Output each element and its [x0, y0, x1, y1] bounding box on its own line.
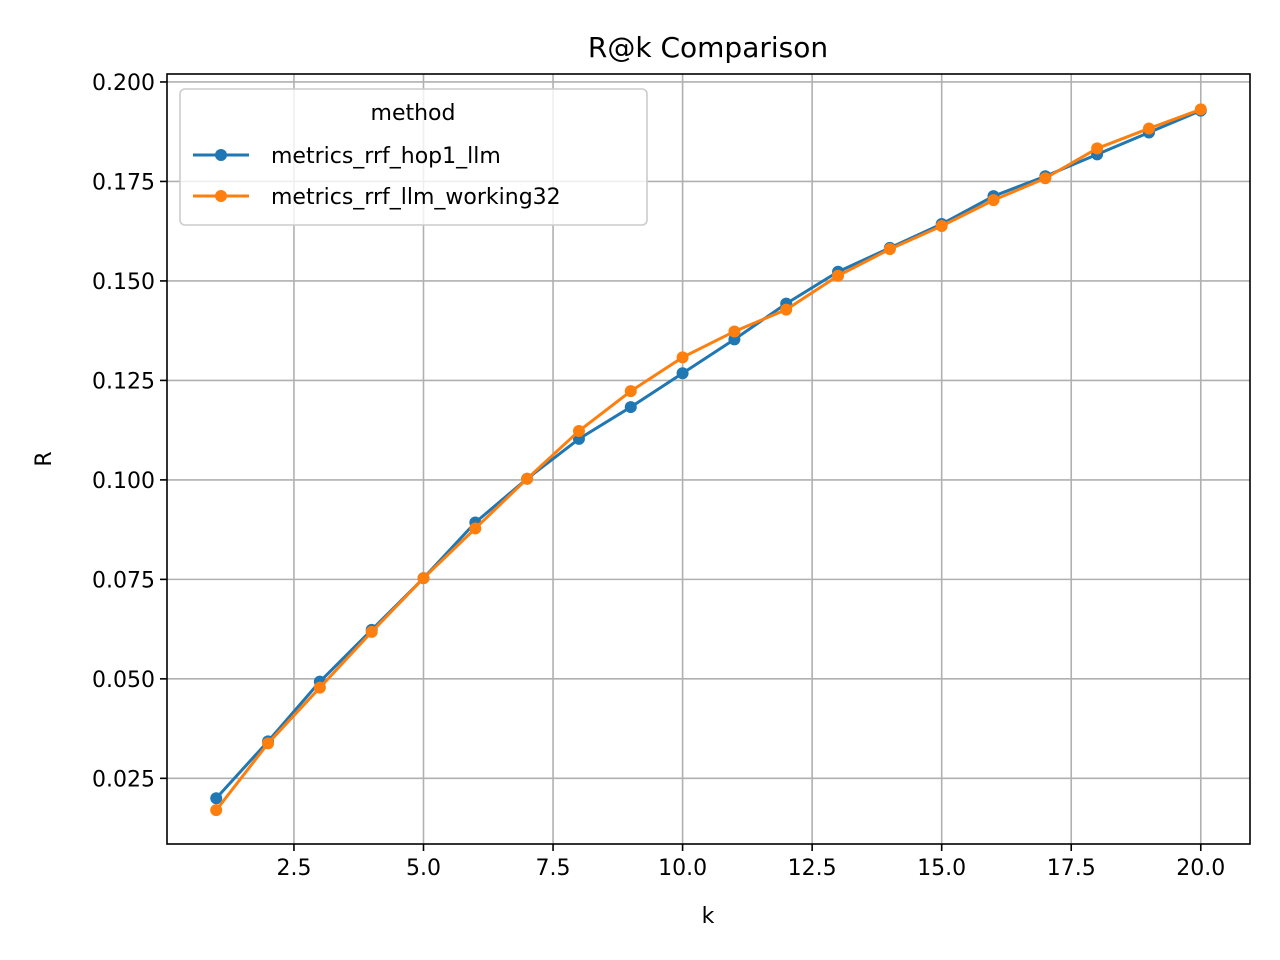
data-point	[883, 243, 896, 256]
data-point	[417, 572, 430, 585]
data-point	[262, 737, 275, 750]
data-point	[676, 367, 689, 380]
y-tick-label: 0.150	[92, 270, 155, 295]
y-tick-label: 0.125	[92, 369, 155, 394]
data-point	[521, 472, 534, 485]
legend-swatch-marker	[215, 190, 227, 202]
legend-label: metrics_rrf_llm_working32	[271, 185, 561, 210]
ticks: 2.5 5.0 7.5 10.0 12.5 15.0 17.5 20.0 0.025 0.050 0…	[92, 71, 1225, 881]
x-tick-label: 12.5	[788, 856, 837, 881]
data-point	[210, 804, 223, 817]
x-tick-label: 20.0	[1176, 856, 1225, 881]
y-tick-label: 0.050	[92, 668, 155, 693]
legend-swatch-marker	[215, 149, 227, 161]
data-point	[1194, 103, 1207, 116]
data-point	[624, 401, 637, 414]
data-point	[210, 792, 223, 805]
data-point	[469, 522, 482, 535]
data-point	[780, 303, 793, 316]
data-point	[676, 351, 689, 364]
y-tick-label: 0.075	[92, 568, 155, 593]
series-layer	[210, 103, 1207, 817]
y-tick-label: 0.100	[92, 469, 155, 494]
data-point	[365, 625, 378, 638]
data-point	[1091, 142, 1104, 155]
chart-title: R@k Comparison	[588, 31, 828, 64]
data-point	[1142, 122, 1155, 135]
data-point	[1039, 172, 1052, 185]
x-tick-label: 7.5	[536, 856, 571, 881]
y-tick-label: 0.025	[92, 767, 155, 792]
legend-box	[179, 88, 648, 226]
data-point	[624, 385, 637, 398]
legend-entry: metrics_rrf_hop1_llm	[193, 144, 501, 169]
legend-entry: metrics_rrf_llm_working32	[193, 185, 561, 210]
x-tick-label: 10.0	[658, 856, 707, 881]
legend-label: metrics_rrf_hop1_llm	[271, 144, 501, 169]
x-tick-label: 5.0	[406, 856, 441, 881]
x-tick-label: 17.5	[1047, 856, 1096, 881]
plot-frame	[166, 73, 1251, 845]
legend: method metrics_rrf_hop1_llm metrics_rrf_l…	[179, 88, 648, 226]
data-point	[313, 681, 326, 694]
legend-entries: metrics_rrf_hop1_llm metrics_rrf_llm_work…	[193, 144, 561, 210]
x-axis-label: k	[702, 904, 715, 929]
x-tick-label: 15.0	[917, 856, 966, 881]
data-point	[572, 424, 585, 437]
data-point	[987, 194, 1000, 207]
data-point	[832, 269, 845, 282]
y-tick-label: 0.175	[92, 170, 155, 195]
y-tick-label: 0.200	[92, 71, 155, 96]
y-axis-label: R	[32, 451, 57, 466]
legend-title: method	[371, 101, 456, 126]
x-tick-label: 2.5	[276, 856, 311, 881]
series-line	[215, 108, 1202, 812]
data-point	[728, 325, 741, 338]
data-point	[935, 220, 948, 233]
series-metrics_rrf_llm_working32	[210, 103, 1207, 817]
